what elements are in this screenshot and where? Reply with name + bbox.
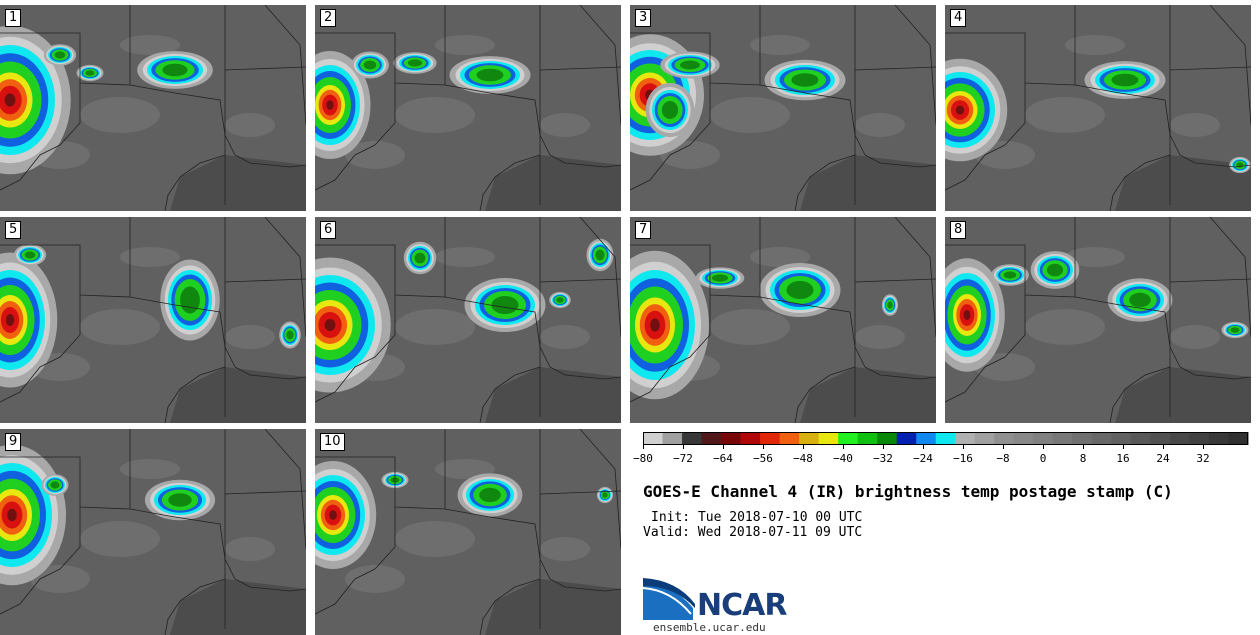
- colorbar-swatch: [1150, 432, 1171, 445]
- satellite-map: [0, 429, 306, 635]
- panel-4: 4: [945, 5, 1251, 211]
- colorbar-tick: [1043, 445, 1044, 449]
- colorbar-tick-label: −72: [673, 452, 693, 465]
- colorbar-swatch: [1033, 432, 1054, 445]
- colorbar-tick-label: −16: [953, 452, 973, 465]
- colorbar-swatch: [1169, 432, 1190, 445]
- colorbar-tick-label: 32: [1196, 452, 1210, 465]
- colorbar-swatch: [701, 432, 722, 445]
- colorbar-tick: [843, 445, 844, 449]
- colorbar-tick: [1083, 445, 1084, 449]
- colorbar-tick: [1123, 445, 1124, 449]
- colorbar-swatch: [1228, 432, 1249, 445]
- valid-time: Valid: Wed 2018-07-11 09 UTC: [643, 525, 863, 540]
- panel-label: 9: [5, 433, 22, 451]
- colorbar-tick-label: −8: [996, 452, 1010, 465]
- satellite-map: [315, 5, 621, 211]
- ncar-logo-text: NCAR: [697, 588, 787, 623]
- colorbar-tick-label: −80: [633, 452, 653, 465]
- colorbar-swatch: [799, 432, 820, 445]
- panel-label: 2: [320, 9, 337, 27]
- satellite-map: [630, 5, 936, 211]
- colorbar-tick: [803, 445, 804, 449]
- colorbar-swatch: [682, 432, 703, 445]
- colorbar-swatch: [1052, 432, 1073, 445]
- colorbar-swatch: [1111, 432, 1132, 445]
- panel-10: 10: [315, 429, 621, 635]
- init-time: Init: Tue 2018-07-10 00 UTC: [651, 510, 863, 525]
- colorbar-swatch: [818, 432, 839, 445]
- colorbar-tick: [763, 445, 764, 449]
- colorbar-tick-label: 8: [1079, 452, 1087, 465]
- satellite-map: [0, 217, 306, 423]
- panel-6: 6: [315, 217, 621, 423]
- colorbar: [643, 432, 1249, 445]
- colorbar-swatch: [838, 432, 859, 445]
- colorbar-swatch: [1189, 432, 1210, 445]
- colorbar-swatch: [935, 432, 956, 445]
- colorbar-swatch: [994, 432, 1015, 445]
- colorbar-swatch: [1208, 432, 1229, 445]
- colorbar-swatch: [760, 432, 781, 445]
- colorbar-swatch: [857, 432, 878, 445]
- colorbar-swatch: [1013, 432, 1034, 445]
- panel-label: 6: [320, 221, 337, 239]
- colorbar-swatch: [1072, 432, 1093, 445]
- colorbar-swatch: [896, 432, 917, 445]
- colorbar-tick-label: −64: [713, 452, 733, 465]
- satellite-map: [315, 217, 621, 423]
- colorbar-tick-label: −48: [793, 452, 813, 465]
- panel-8: 8: [945, 217, 1251, 423]
- satellite-map: [945, 5, 1251, 211]
- logo-url: ensemble.ucar.edu: [653, 621, 766, 634]
- colorbar-tick-label: 0: [1039, 452, 1047, 465]
- colorbar-tick: [1203, 445, 1204, 449]
- satellite-map: [0, 5, 306, 211]
- satellite-map: [315, 429, 621, 635]
- colorbar-tick-labels: −80 −72 −64 −56 −48 −40 −32 −24 −16 −8 0 8 16 24 32: [633, 445, 1248, 470]
- colorbar-tick-label: 24: [1156, 452, 1170, 465]
- colorbar-tick-label: −32: [873, 452, 893, 465]
- colorbar-tick-label: 16: [1116, 452, 1130, 465]
- panel-label: 10: [320, 433, 345, 451]
- panel-7: 7: [630, 217, 936, 423]
- colorbar-tick-label: −40: [833, 452, 853, 465]
- colorbar-tick: [643, 445, 644, 449]
- panel-5: 5: [0, 217, 306, 423]
- colorbar-swatch: [974, 432, 995, 445]
- colorbar-tick: [923, 445, 924, 449]
- panel-9: 9: [0, 429, 306, 635]
- colorbar-swatch: [877, 432, 898, 445]
- colorbar-tick: [1003, 445, 1004, 449]
- colorbar-tick: [883, 445, 884, 449]
- panel-3: 3: [630, 5, 936, 211]
- figure-title: GOES-E Channel 4 (IR) brightness temp po…: [643, 482, 1173, 501]
- panel-label: 1: [5, 9, 22, 27]
- colorbar-tick: [963, 445, 964, 449]
- colorbar-tick: [1163, 445, 1164, 449]
- panel-2: 2: [315, 5, 621, 211]
- panel-label: 3: [635, 9, 652, 27]
- panel-1: 1: [0, 5, 306, 211]
- colorbar-swatch: [916, 432, 937, 445]
- panel-label: 8: [950, 221, 967, 239]
- colorbar-swatch: [955, 432, 976, 445]
- colorbar-tick-label: −24: [913, 452, 933, 465]
- colorbar-swatch: [643, 432, 664, 445]
- colorbar-swatch: [721, 432, 742, 445]
- colorbar-swatch: [740, 432, 761, 445]
- ncar-logo-icon: [643, 578, 695, 620]
- satellite-map: [630, 217, 936, 423]
- colorbar-swatch: [1091, 432, 1112, 445]
- colorbar-swatch: [779, 432, 800, 445]
- colorbar-tick-label: −56: [753, 452, 773, 465]
- colorbar-tick: [723, 445, 724, 449]
- panel-label: 5: [5, 221, 22, 239]
- colorbar-swatch: [662, 432, 683, 445]
- colorbar-swatch: [1130, 432, 1151, 445]
- colorbar-tick: [683, 445, 684, 449]
- panel-label: 7: [635, 221, 652, 239]
- satellite-map: [945, 217, 1251, 423]
- panel-label: 4: [950, 9, 967, 27]
